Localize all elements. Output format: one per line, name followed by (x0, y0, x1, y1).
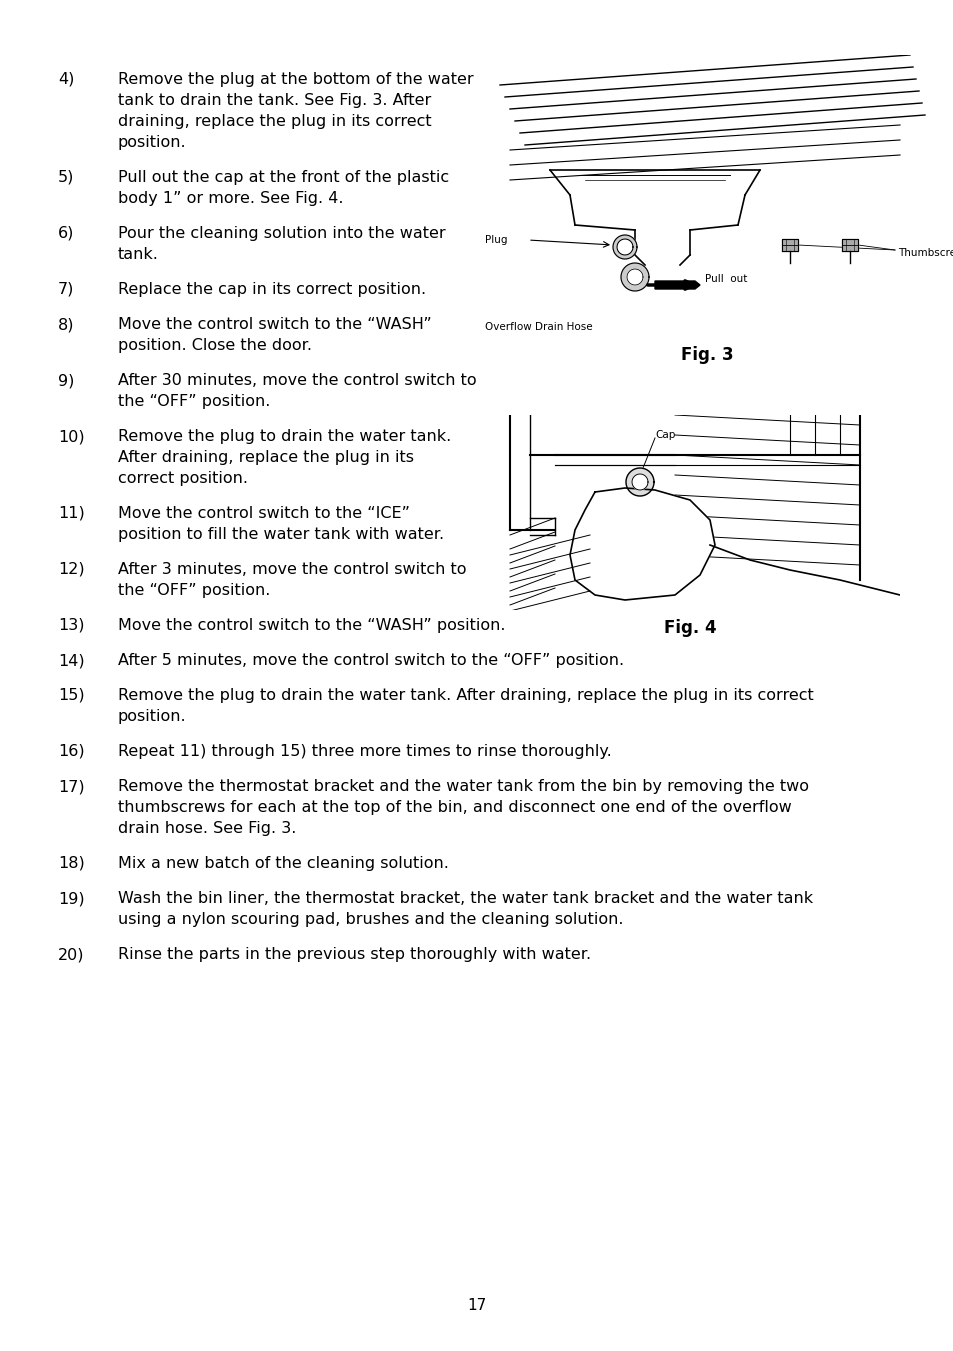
Text: 20): 20) (58, 947, 85, 962)
Text: After draining, replace the plug in its: After draining, replace the plug in its (118, 450, 414, 465)
Text: 17): 17) (58, 780, 85, 794)
Text: 4): 4) (58, 72, 74, 86)
Text: 15): 15) (58, 688, 85, 703)
Polygon shape (613, 235, 637, 259)
Text: 5): 5) (58, 170, 74, 185)
Polygon shape (655, 281, 700, 289)
Text: After 5 minutes, move the control switch to the “OFF” position.: After 5 minutes, move the control switch… (118, 653, 623, 667)
Polygon shape (620, 263, 648, 290)
Text: the “OFF” position.: the “OFF” position. (118, 394, 270, 409)
Text: Remove the plug to drain the water tank.: Remove the plug to drain the water tank. (118, 430, 451, 444)
Text: 19): 19) (58, 892, 85, 907)
Text: 12): 12) (58, 562, 85, 577)
Polygon shape (625, 467, 654, 496)
Text: Rinse the parts in the previous step thoroughly with water.: Rinse the parts in the previous step tho… (118, 947, 591, 962)
Text: Remove the plug to drain the water tank. After draining, replace the plug in its: Remove the plug to drain the water tank.… (118, 688, 813, 703)
Text: Cap: Cap (655, 430, 675, 440)
Text: Move the control switch to the “ICE”: Move the control switch to the “ICE” (118, 507, 410, 521)
Text: Repeat 11) through 15) three more times to rinse thoroughly.: Repeat 11) through 15) three more times … (118, 744, 611, 759)
Text: correct position.: correct position. (118, 471, 248, 486)
Text: Pour the cleaning solution into the water: Pour the cleaning solution into the wate… (118, 226, 445, 240)
Text: Pull  out: Pull out (704, 274, 746, 284)
Polygon shape (841, 239, 857, 251)
Polygon shape (626, 269, 642, 285)
Text: 18): 18) (58, 857, 85, 871)
Text: 7): 7) (58, 282, 74, 297)
Text: draining, replace the plug in its correct: draining, replace the plug in its correc… (118, 113, 431, 128)
Text: Fig. 3: Fig. 3 (680, 346, 733, 363)
Text: 8): 8) (58, 317, 74, 332)
Polygon shape (569, 488, 714, 600)
Text: Remove the thermostat bracket and the water tank from the bin by removing the tw: Remove the thermostat bracket and the wa… (118, 780, 808, 794)
Text: tank.: tank. (118, 247, 159, 262)
Text: Plug: Plug (484, 235, 507, 245)
Text: 9): 9) (58, 373, 74, 388)
Polygon shape (631, 474, 647, 490)
Text: the “OFF” position.: the “OFF” position. (118, 584, 270, 598)
Text: Move the control switch to the “WASH”: Move the control switch to the “WASH” (118, 317, 432, 332)
Text: Move the control switch to the “WASH” position.: Move the control switch to the “WASH” po… (118, 617, 505, 634)
Text: 13): 13) (58, 617, 85, 634)
Text: 17: 17 (467, 1297, 486, 1313)
Text: body 1” or more. See Fig. 4.: body 1” or more. See Fig. 4. (118, 190, 343, 205)
Text: position to fill the water tank with water.: position to fill the water tank with wat… (118, 527, 444, 542)
Text: 6): 6) (58, 226, 74, 240)
Text: Replace the cap in its correct position.: Replace the cap in its correct position. (118, 282, 426, 297)
Text: Mix a new batch of the cleaning solution.: Mix a new batch of the cleaning solution… (118, 857, 449, 871)
Text: After 30 minutes, move the control switch to: After 30 minutes, move the control switc… (118, 373, 476, 388)
Text: Remove the plug at the bottom of the water: Remove the plug at the bottom of the wat… (118, 72, 473, 86)
Text: drain hose. See Fig. 3.: drain hose. See Fig. 3. (118, 821, 296, 836)
Text: 11): 11) (58, 507, 85, 521)
Text: After 3 minutes, move the control switch to: After 3 minutes, move the control switch… (118, 562, 466, 577)
Polygon shape (781, 239, 797, 251)
Text: using a nylon scouring pad, brushes and the cleaning solution.: using a nylon scouring pad, brushes and … (118, 912, 623, 927)
Text: 14): 14) (58, 653, 85, 667)
Text: position.: position. (118, 135, 187, 150)
Text: position. Close the door.: position. Close the door. (118, 338, 312, 353)
Text: Overflow Drain Hose: Overflow Drain Hose (484, 322, 592, 332)
Text: thumbscrews for each at the top of the bin, and disconnect one end of the overfl: thumbscrews for each at the top of the b… (118, 800, 791, 815)
Text: tank to drain the tank. See Fig. 3. After: tank to drain the tank. See Fig. 3. Afte… (118, 93, 431, 108)
Text: Thumbscrew: Thumbscrew (897, 249, 953, 258)
Text: 16): 16) (58, 744, 85, 759)
Text: Wash the bin liner, the thermostat bracket, the water tank bracket and the water: Wash the bin liner, the thermostat brack… (118, 892, 812, 907)
Text: 10): 10) (58, 430, 85, 444)
Polygon shape (617, 239, 633, 255)
Text: Pull out the cap at the front of the plastic: Pull out the cap at the front of the pla… (118, 170, 449, 185)
Text: position.: position. (118, 709, 187, 724)
Text: Fig. 4: Fig. 4 (663, 619, 716, 638)
